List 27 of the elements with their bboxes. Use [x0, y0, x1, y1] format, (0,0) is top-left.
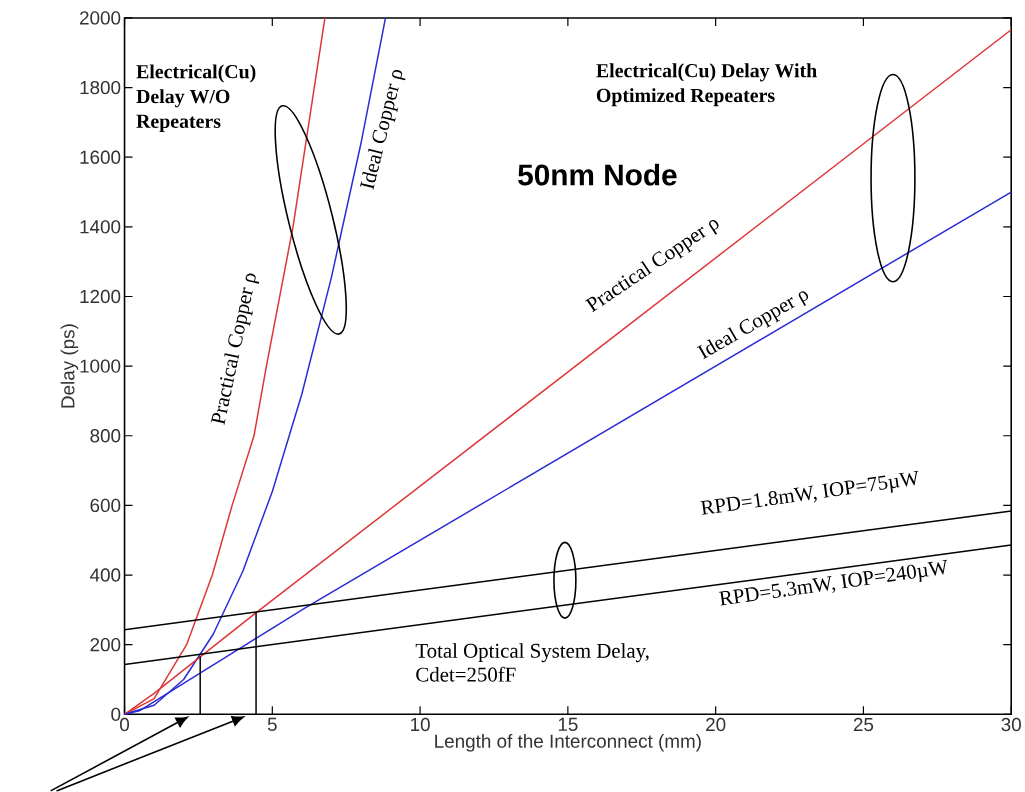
y-tick-label: 1600 [80, 150, 121, 165]
x-tick-label: 10 [411, 717, 430, 732]
annotation: Ideal Copper ρ [359, 70, 406, 191]
y-tick-label: 1400 [80, 220, 121, 234]
annotation: RPD=1.8mW, IOP=75µW [700, 470, 919, 515]
annotation: Electrical(Cu) Delay W/O Repeaters [136, 64, 256, 133]
annotation: 50nm Node [518, 163, 677, 186]
y-tick-label: 400 [90, 568, 121, 582]
y-tick-label: 2000 [80, 11, 121, 25]
x-tick-label: 5 [267, 717, 277, 732]
x-tick-label: 15 [558, 717, 578, 732]
annotation: Practical Copper ρ [210, 273, 260, 426]
y-tick-label: 800 [90, 429, 121, 443]
annotation: Electrical(Cu) Delay With Optimized Repeaters [596, 63, 817, 107]
y-axis-title: Delay (ps) [60, 324, 79, 408]
annotation: Total Optical System Delay, Cdet=250fF [415, 643, 649, 682]
annotation: RPD=5.3mW, IOP=240µW [718, 560, 948, 606]
y-tick-label: 1200 [80, 289, 121, 304]
x-tick-label: 25 [853, 717, 874, 732]
y-tick-label: 1000 [80, 359, 121, 373]
y-tick-label: 200 [90, 638, 121, 652]
y-tick-label: 0 [111, 707, 121, 722]
x-tick-label: 20 [706, 717, 726, 732]
y-tick-label: 1800 [80, 81, 121, 95]
x-axis-title: Length of the Interconnect (mm) [435, 734, 701, 752]
x-tick-label: 30 [1001, 717, 1021, 732]
y-tick-label: 600 [90, 498, 121, 513]
